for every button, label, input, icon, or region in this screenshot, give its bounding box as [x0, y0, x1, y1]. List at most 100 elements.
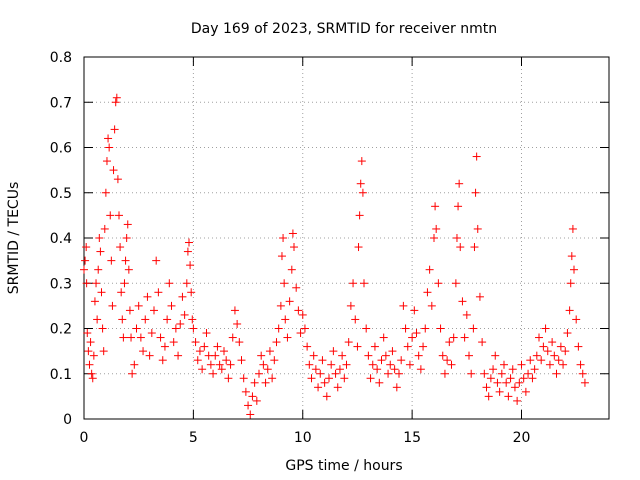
data-point	[112, 93, 121, 102]
data-point	[344, 338, 353, 347]
data-point	[128, 369, 137, 378]
data-point	[436, 324, 445, 333]
data-point	[108, 301, 117, 310]
data-point	[440, 369, 449, 378]
data-point	[455, 179, 464, 188]
data-point	[119, 333, 128, 342]
data-point	[478, 338, 487, 347]
y-tick-label: 0.5	[50, 186, 72, 202]
data-point	[127, 333, 136, 342]
data-point	[379, 333, 388, 342]
data-point	[263, 365, 272, 374]
data-point	[535, 333, 543, 342]
data-point	[513, 396, 522, 405]
data-point	[495, 387, 504, 396]
data-point	[239, 374, 248, 383]
data-point	[320, 378, 329, 387]
data-point	[163, 315, 172, 324]
data-point	[111, 98, 120, 107]
data-point	[268, 374, 277, 383]
data-point	[277, 252, 286, 261]
data-point	[139, 347, 148, 356]
data-point	[309, 351, 318, 360]
data-point	[331, 369, 340, 378]
data-point	[154, 288, 163, 297]
data-point	[250, 378, 259, 387]
data-point	[237, 356, 246, 365]
data-point	[325, 374, 333, 383]
data-point	[445, 338, 454, 347]
data-point	[355, 211, 364, 220]
data-point	[506, 374, 515, 383]
data-point	[244, 401, 253, 410]
data-point	[198, 365, 207, 374]
data-point	[390, 365, 399, 374]
data-point	[200, 342, 209, 351]
data-point	[187, 288, 196, 297]
data-point	[88, 374, 97, 383]
data-point	[125, 306, 134, 315]
data-point	[356, 179, 365, 188]
data-point	[115, 211, 123, 220]
data-point	[460, 333, 469, 342]
y-tick-label: 0.6	[50, 141, 72, 157]
data-point	[311, 365, 320, 374]
data-point	[451, 279, 460, 288]
data-point	[122, 234, 131, 242]
data-point	[280, 279, 289, 288]
data-point	[241, 387, 250, 396]
data-point	[458, 297, 467, 306]
data-point	[220, 347, 228, 356]
data-point	[233, 319, 242, 328]
data-point	[89, 351, 98, 360]
data-point	[338, 351, 347, 360]
data-point	[480, 369, 489, 378]
data-point	[191, 338, 200, 347]
data-point	[169, 338, 178, 347]
data-point	[504, 392, 513, 401]
data-point	[105, 143, 114, 152]
data-point	[252, 396, 261, 405]
data-point	[246, 410, 255, 419]
data-point	[189, 324, 198, 333]
data-point	[473, 224, 482, 233]
y-tick-label: 0.7	[50, 95, 72, 111]
data-point	[300, 324, 309, 333]
data-point	[132, 324, 141, 333]
tick-labels: 0 0.1 0.2 0.3 0.4 0.5 0.6 0.7 0.8 0 5 10 15 20	[50, 50, 531, 446]
data-point	[118, 315, 127, 324]
data-point	[346, 301, 355, 310]
data-point	[288, 229, 297, 238]
data-point	[290, 243, 298, 252]
data-point	[82, 243, 91, 252]
data-point	[370, 342, 379, 351]
data-point	[141, 315, 150, 324]
data-point	[362, 324, 371, 333]
data-point	[296, 329, 305, 338]
data-point	[419, 342, 428, 351]
data-point	[96, 247, 105, 256]
data-point	[124, 265, 133, 274]
data-point	[106, 211, 115, 220]
data-point	[109, 166, 118, 175]
data-point	[230, 306, 239, 315]
data-point	[416, 365, 425, 374]
data-point	[287, 265, 296, 274]
data-point	[467, 369, 476, 378]
data-point	[401, 324, 410, 333]
data-point	[322, 392, 331, 401]
y-tick-label: 0.1	[50, 367, 72, 383]
data-point	[90, 297, 99, 306]
data-point	[174, 351, 183, 360]
data-point	[195, 347, 204, 356]
data-point	[568, 224, 577, 233]
data-point	[298, 310, 307, 319]
data-point	[226, 360, 235, 369]
data-point	[388, 347, 397, 356]
data-point	[209, 369, 218, 378]
data-point	[556, 342, 565, 351]
data-point	[294, 306, 303, 315]
data-point	[215, 360, 224, 369]
data-point	[484, 392, 493, 401]
data-point	[97, 288, 106, 297]
